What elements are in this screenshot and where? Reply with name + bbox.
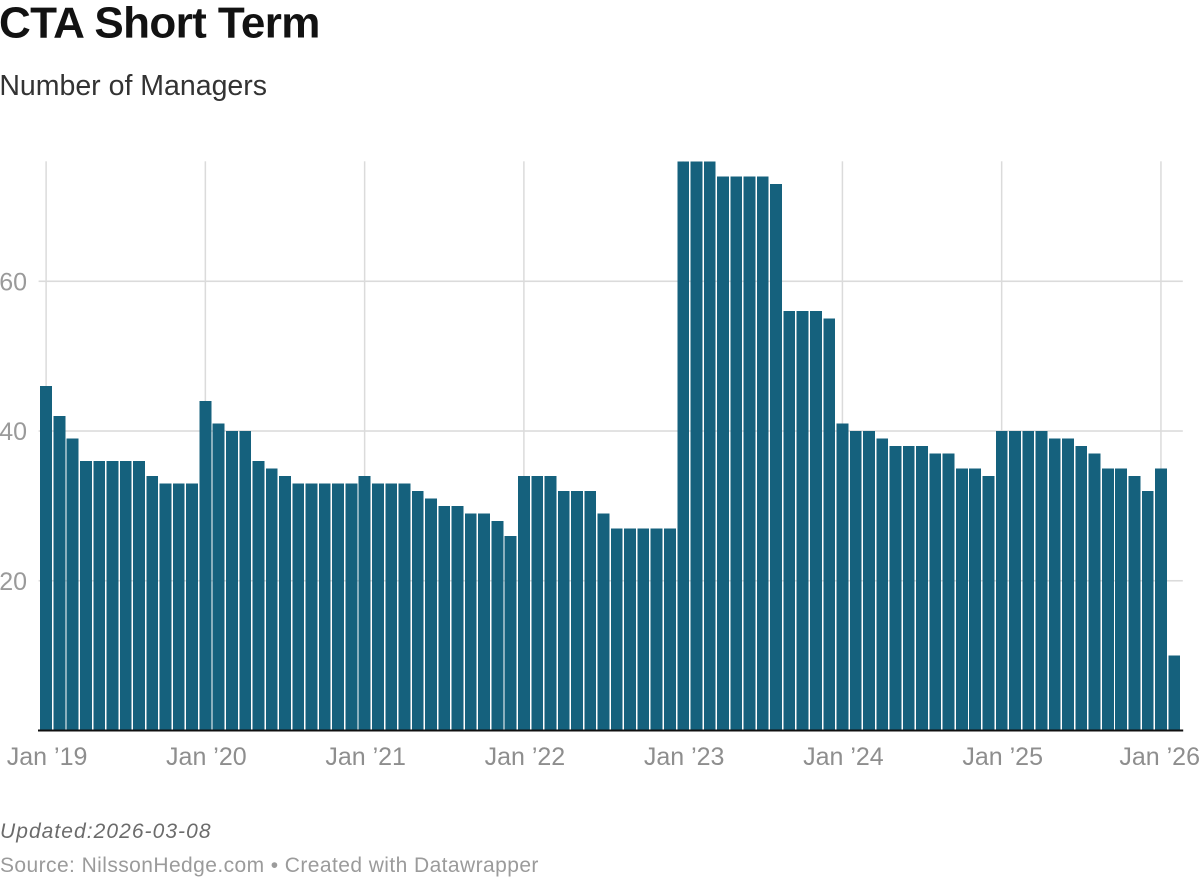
svg-text:20: 20 xyxy=(0,568,27,596)
svg-text:Jan ’21: Jan ’21 xyxy=(325,743,406,771)
svg-text:Jan ’22: Jan ’22 xyxy=(485,743,566,771)
svg-text:Jan ’20: Jan ’20 xyxy=(166,743,247,771)
svg-text:Jan ’24: Jan ’24 xyxy=(803,743,884,771)
svg-text:Number of Managers: Number of Managers xyxy=(0,70,267,102)
svg-text:Jan ’19: Jan ’19 xyxy=(7,743,88,771)
svg-text:Updated:2026-03-08: Updated:2026-03-08 xyxy=(0,820,212,843)
svg-text:CTA Short Term: CTA Short Term xyxy=(0,0,320,48)
svg-text:60: 60 xyxy=(0,268,27,296)
svg-text:40: 40 xyxy=(0,418,27,446)
svg-text:Jan ’23: Jan ’23 xyxy=(644,743,725,771)
svg-text:Source: NilssonHedge.com • Cre: Source: NilssonHedge.com • Created with … xyxy=(0,854,539,877)
svg-text:Jan ’25: Jan ’25 xyxy=(962,743,1043,771)
svg-text:Jan ’26: Jan ’26 xyxy=(1119,743,1200,771)
